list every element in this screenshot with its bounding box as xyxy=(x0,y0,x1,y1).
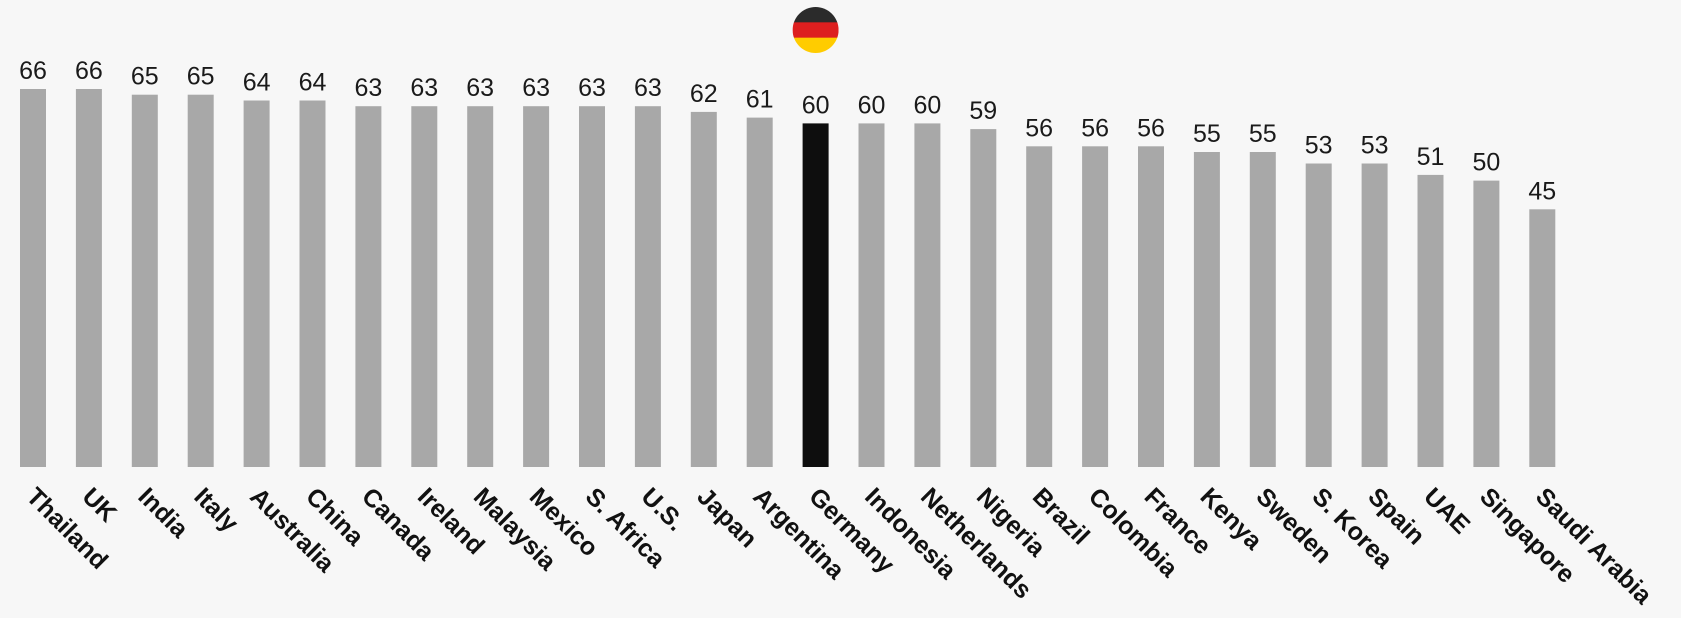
value-label-singapore: 50 xyxy=(1472,149,1500,177)
bar-u-s xyxy=(634,106,661,467)
bar-france xyxy=(1138,146,1164,468)
value-label-s-korea: 53 xyxy=(1305,132,1333,160)
bar-malaysia xyxy=(467,106,494,467)
value-label-indonesia: 60 xyxy=(858,91,886,119)
value-label-thailand: 66 xyxy=(19,57,47,85)
value-label-s-africa: 63 xyxy=(578,74,606,102)
category-label-japan: Japan xyxy=(692,482,763,553)
value-labels-group: 66 66 65 65 64 64 63 63 63 63 63 63 62 61 60 60 60 59 56 56… xyxy=(19,57,1556,205)
value-label-germany: 60 xyxy=(802,91,830,119)
bars-group xyxy=(20,89,1556,468)
value-label-kenya: 55 xyxy=(1193,120,1221,148)
category-label-uk: UK xyxy=(77,482,122,527)
category-label-india: India xyxy=(133,482,195,544)
flag-stripe-1 xyxy=(792,7,839,23)
value-label-mexico: 63 xyxy=(522,74,550,102)
value-label-brazil: 56 xyxy=(1025,114,1053,142)
bar-kenya xyxy=(1193,152,1220,467)
bar-india xyxy=(131,94,158,467)
bar-uae xyxy=(1417,174,1444,467)
value-label-australia: 64 xyxy=(243,69,271,97)
bar-ireland xyxy=(411,106,438,467)
bar-thailand xyxy=(20,89,46,467)
germany-flag-icon xyxy=(792,7,839,53)
value-label-india: 65 xyxy=(131,63,159,91)
bar-s-africa xyxy=(579,106,605,467)
bar-saudi-arabia xyxy=(1529,209,1556,468)
bar-japan xyxy=(690,111,717,468)
value-label-colombia: 56 xyxy=(1081,114,1109,142)
bar-colombia xyxy=(1082,146,1109,468)
value-label-nigeria: 59 xyxy=(969,97,997,125)
bar-sweden xyxy=(1249,152,1276,467)
bar-s-korea xyxy=(1305,163,1332,467)
value-label-sweden: 55 xyxy=(1249,120,1277,148)
value-label-japan: 62 xyxy=(690,80,718,108)
value-label-netherlands: 60 xyxy=(913,91,941,119)
bar-argentina xyxy=(746,117,773,467)
flag-stripe-3 xyxy=(792,37,839,53)
bar-indonesia xyxy=(858,123,885,468)
value-label-france: 56 xyxy=(1137,114,1165,142)
value-label-spain: 53 xyxy=(1361,132,1389,160)
flag-stripe-2 xyxy=(792,22,839,39)
bar-mexico xyxy=(523,106,550,467)
value-label-china: 64 xyxy=(299,69,327,97)
bar-germany xyxy=(802,123,829,468)
value-label-italy: 65 xyxy=(187,63,215,91)
value-label-uk: 66 xyxy=(75,57,103,85)
value-label-uae: 51 xyxy=(1417,143,1445,171)
value-label-ireland: 63 xyxy=(410,74,438,102)
bar-canada xyxy=(355,106,382,467)
bar-china xyxy=(299,100,326,467)
bar-uk xyxy=(75,89,102,467)
bar-spain xyxy=(1361,163,1388,467)
bar-italy xyxy=(187,94,214,467)
category-label-italy: Italy xyxy=(188,482,243,537)
bar-brazil xyxy=(1026,146,1053,468)
value-label-saudi-arabia: 45 xyxy=(1528,177,1556,205)
value-label-u-s: 63 xyxy=(634,74,662,102)
bar-australia xyxy=(243,100,270,467)
value-label-canada: 63 xyxy=(354,74,382,102)
value-label-malaysia: 63 xyxy=(466,74,494,102)
bar-singapore xyxy=(1473,180,1500,467)
bar-nigeria xyxy=(970,129,997,467)
value-label-argentina: 61 xyxy=(746,86,774,114)
bar-netherlands xyxy=(914,123,941,468)
